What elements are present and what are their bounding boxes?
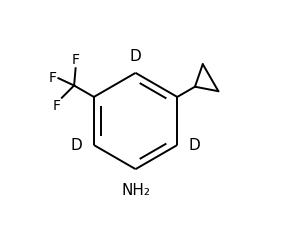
Text: D: D	[130, 49, 141, 64]
Text: D: D	[189, 137, 200, 152]
Text: F: F	[72, 53, 80, 67]
Text: F: F	[49, 71, 56, 85]
Text: F: F	[52, 99, 61, 113]
Text: NH₂: NH₂	[121, 183, 150, 198]
Text: D: D	[70, 137, 82, 152]
